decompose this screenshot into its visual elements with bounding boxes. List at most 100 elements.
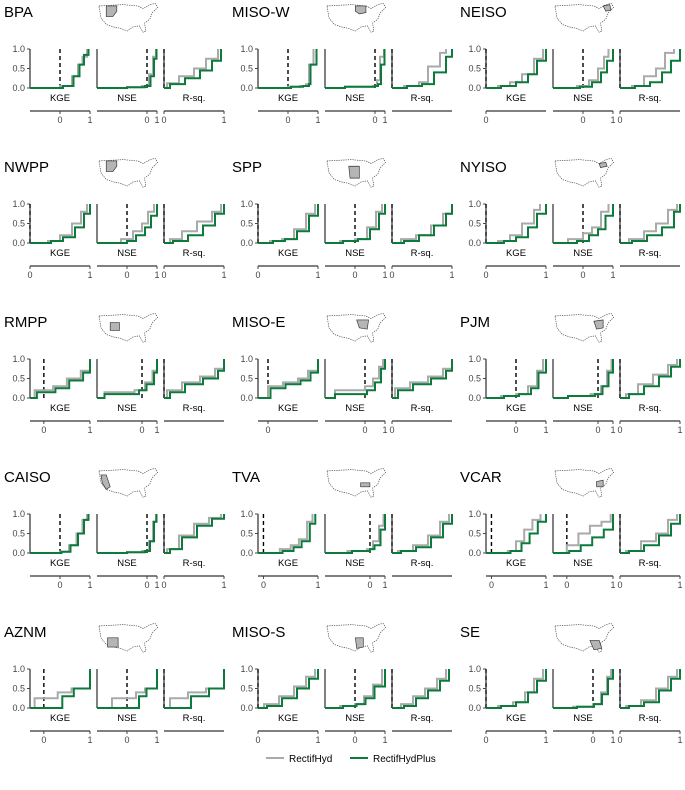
us-outline — [98, 157, 159, 188]
us-map-inset-neiso — [554, 2, 615, 33]
y-tick-label: 0.0 — [240, 238, 253, 248]
y-tick-label: 0.5 — [12, 684, 25, 694]
series-line-rectifhydplus — [97, 669, 158, 709]
region-highlight — [100, 474, 111, 490]
region-title-bpa: BPA — [4, 4, 33, 21]
series-line-rectifhydplus — [620, 669, 681, 709]
y-tick-label: 1.0 — [468, 664, 481, 674]
metric-label-r-sq-: R-sq. — [639, 713, 662, 724]
x-tick-label: 1 — [221, 270, 226, 280]
us-outline — [98, 312, 159, 343]
series-line-rectifhyd — [553, 204, 610, 244]
series-line-rectifhydplus — [486, 514, 547, 554]
panel-vcar-kge: KGE 0 1 — [486, 514, 549, 590]
y-tick-label: 0.0 — [468, 703, 481, 713]
x-tick-label: 0 — [617, 115, 622, 125]
series-line-rectifhyd — [258, 204, 316, 244]
metric-label-r-sq-: R-sq. — [183, 93, 206, 104]
series-line-rectifhydplus — [164, 204, 225, 244]
panel-miso-w-nse: NSE 0 1 — [324, 49, 388, 125]
region-title-rmpp: RMPP — [4, 314, 47, 331]
x-tick-label: 1 — [315, 115, 320, 125]
panel-nyiso-nse: NSE 0 1 — [552, 204, 616, 280]
panel-miso-s-kge: KGE 0 1 — [255, 669, 321, 745]
x-tick-label: 1 — [154, 115, 159, 125]
panel-pjm-kge: KGE 0 1 — [486, 359, 549, 435]
series-line-rectifhyd — [392, 49, 447, 89]
series-line-rectifhyd — [486, 49, 544, 89]
panel-neiso-kge: KGE 0 — [483, 49, 547, 125]
y-tick-label: 0.5 — [468, 684, 481, 694]
metric-label-r-sq-: R-sq. — [639, 93, 662, 104]
y-tick-label: 1.0 — [12, 509, 25, 519]
x-tick-label: 1 — [87, 580, 92, 590]
series-line-rectifhyd — [258, 359, 319, 399]
series-line-rectifhyd — [392, 514, 450, 554]
panel-bpa-r-sq-: R-sq. 0 1 — [161, 49, 227, 125]
panel-caiso-r-sq-: R-sq. 0 1 — [161, 514, 227, 590]
x-tick-label: 1 — [221, 115, 226, 125]
metric-label-nse: NSE — [345, 403, 365, 414]
metric-label-nse: NSE — [573, 248, 593, 259]
series-line-rectifhyd — [486, 359, 544, 399]
y-tick-label: 0.5 — [468, 219, 481, 229]
us-outline — [554, 157, 615, 188]
x-tick-label: 0 — [41, 735, 46, 745]
panel-aznm-nse: NSE 0 1 — [96, 669, 160, 745]
x-tick-label: 0 — [255, 270, 260, 280]
panel-se-r-sq-: R-sq. 0 1 — [617, 669, 683, 745]
x-tick-label: 0 — [483, 115, 488, 125]
series-line-rectifhydplus — [486, 669, 547, 709]
x-tick-label: 0 — [513, 425, 518, 435]
metric-label-nse: NSE — [117, 403, 137, 414]
series-line-rectifhydplus — [164, 514, 225, 554]
series-line-rectifhyd — [97, 514, 157, 554]
x-tick-label: 1 — [87, 425, 92, 435]
y-tick-label: 1.0 — [12, 664, 25, 674]
us-map-inset-nwpp — [98, 157, 159, 188]
x-tick-label: 0 — [255, 735, 260, 745]
x-tick-label: 0 — [389, 270, 394, 280]
x-tick-label: 1 — [677, 580, 682, 590]
x-tick-label: 0 — [144, 115, 149, 125]
x-tick-label: 0 — [590, 735, 595, 745]
y-tick-label: 0.0 — [468, 238, 481, 248]
series-line-rectifhyd — [486, 514, 542, 554]
x-tick-label: 1 — [543, 425, 548, 435]
x-tick-label: 1 — [449, 270, 454, 280]
series-line-rectifhydplus — [553, 359, 614, 399]
y-axis-aznm: 0.0 0.5 1.0 — [12, 664, 31, 713]
series-line-rectifhyd — [258, 49, 315, 89]
x-tick-label: 0 — [595, 425, 600, 435]
x-tick-label: 0 — [41, 425, 46, 435]
metric-label-nse: NSE — [117, 713, 137, 724]
panel-spp-kge: KGE 0 1 — [255, 204, 321, 280]
x-tick-label: 0 — [124, 735, 129, 745]
metric-label-nse: NSE — [573, 403, 593, 414]
us-outline — [554, 2, 615, 33]
series-line-rectifhyd — [325, 359, 384, 399]
x-tick-label: 0 — [139, 425, 144, 435]
metric-label-nse: NSE — [345, 248, 365, 259]
series-line-rectifhyd — [392, 204, 453, 244]
x-tick-label: 0 — [617, 425, 622, 435]
metric-label-kge: KGE — [50, 93, 70, 104]
us-outline — [554, 467, 615, 498]
series-line-rectifhydplus — [30, 359, 91, 399]
series-line-rectifhydplus — [258, 49, 318, 89]
y-axis-pjm: 0.0 0.5 1.0 — [468, 354, 487, 403]
metric-label-kge: KGE — [50, 248, 70, 259]
panel-rmpp-nse: NSE 0 1 — [96, 359, 160, 435]
metric-label-nse: NSE — [117, 248, 137, 259]
region-highlight — [593, 319, 604, 330]
region-title-aznm: AZNM — [4, 624, 47, 641]
x-tick-label: 1 — [154, 735, 159, 745]
us-map-inset-bpa — [98, 2, 159, 33]
region-highlight — [598, 161, 608, 168]
